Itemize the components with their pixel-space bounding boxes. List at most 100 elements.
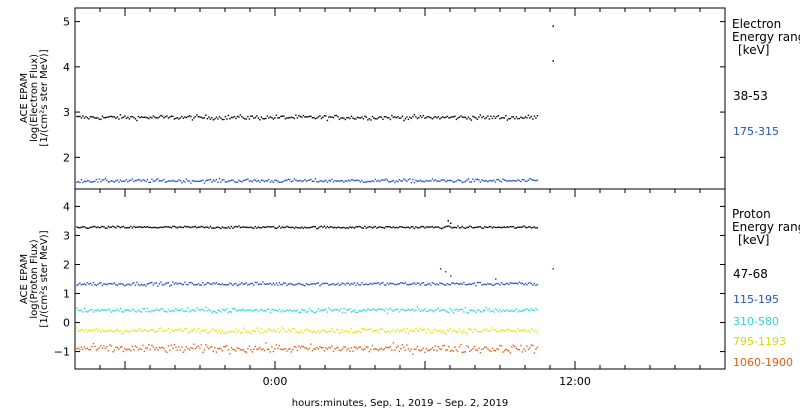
point-38-53 — [77, 116, 80, 118]
point-115-195 — [154, 282, 156, 284]
point-310-580 — [184, 310, 186, 312]
point-115-195 — [496, 282, 498, 285]
point-175-315 — [493, 179, 495, 182]
point-310-580 — [77, 309, 80, 311]
point-310-580 — [397, 308, 399, 311]
point-1060-1900 — [419, 349, 422, 352]
point-795-1193 — [214, 330, 216, 332]
point-795-1193 — [100, 331, 102, 333]
point-47-68 — [416, 226, 419, 229]
point-47-68 — [290, 226, 293, 229]
point-38-53 — [437, 116, 440, 118]
point-115-195 — [151, 281, 153, 284]
point-1060-1900 — [125, 349, 128, 351]
point-795-1193 — [122, 332, 125, 334]
y-tick-label-1-0: 0 — [63, 317, 70, 330]
point-47-68 — [244, 226, 246, 228]
point-47-68 — [514, 227, 516, 229]
point-115-195 — [226, 284, 228, 286]
point-115-195 — [286, 284, 288, 287]
point-795-1193 — [359, 331, 362, 333]
point-1060-1900 — [287, 348, 290, 350]
point-1060-1900 — [386, 347, 389, 349]
point-1060-1900 — [160, 347, 162, 349]
point-115-195 — [451, 282, 453, 284]
point-47-68 — [362, 227, 365, 229]
point-115-195 — [170, 284, 173, 286]
point-310-580 — [91, 309, 93, 311]
point-1060-1900 — [398, 350, 401, 353]
point-175-315 — [215, 178, 218, 181]
point-1060-1900 — [190, 347, 192, 349]
point-1060-1900 — [272, 350, 275, 353]
point-47-68 — [400, 226, 402, 228]
point-47-68 — [103, 226, 105, 228]
point-47-68 — [274, 227, 276, 229]
point-1060-1900 — [442, 345, 444, 347]
point-115-195 — [325, 282, 327, 284]
point-38-53 — [406, 116, 408, 118]
point-38-53 — [173, 118, 176, 120]
point-38-53 — [508, 118, 510, 120]
point-1060-1900 — [355, 346, 357, 349]
point-1060-1900 — [388, 346, 390, 349]
point-310-580 — [530, 308, 533, 310]
point-310-580 — [409, 309, 411, 311]
point-1060-1900 — [277, 347, 279, 350]
point-47-68 — [442, 227, 444, 229]
point-115-195 — [454, 283, 456, 285]
point-47-68 — [157, 227, 159, 229]
point-175-315 — [350, 179, 353, 181]
point-38-53 — [368, 118, 371, 120]
point-115-195 — [329, 284, 332, 286]
point-47-68 — [526, 227, 528, 229]
point-47-68 — [82, 226, 84, 228]
point-175-315 — [248, 180, 251, 182]
point-47-68 — [305, 227, 308, 229]
point-47-68 — [196, 227, 198, 229]
point-1060-1900 — [151, 344, 153, 347]
point-38-53 — [101, 115, 104, 117]
point-47-68 — [95, 226, 98, 229]
point-175-315 — [109, 180, 111, 183]
point-1060-1900 — [260, 349, 263, 351]
point-1060-1900 — [370, 348, 372, 351]
point-38-53 — [182, 117, 185, 119]
point-115-195 — [374, 282, 377, 285]
point-38-53 — [187, 115, 189, 118]
point-795-1193 — [142, 330, 144, 332]
point-795-1193 — [86, 331, 89, 333]
point-47-68 — [532, 226, 534, 229]
point-47-68 — [379, 226, 381, 228]
point-115-195 — [307, 283, 309, 286]
point-1060-1900 — [205, 344, 207, 346]
point-115-195 — [80, 284, 83, 286]
point-38-53 — [232, 116, 234, 119]
point-38-53 — [206, 118, 209, 120]
point-310-580 — [149, 311, 152, 313]
point-115-195 — [101, 284, 104, 287]
point-795-1193 — [515, 331, 518, 333]
point-115-195 — [517, 283, 519, 285]
point-310-580 — [511, 310, 513, 312]
point-175-315 — [155, 179, 158, 181]
point-310-580 — [115, 309, 117, 312]
point-47-68 — [124, 227, 126, 229]
point-38-53 — [236, 115, 239, 118]
point-310-580 — [283, 311, 285, 313]
electron-ylabel-3: [1/(cm²s ster MeV)] — [39, 49, 50, 146]
point-795-1193 — [329, 330, 332, 333]
point-115-195 — [287, 283, 290, 285]
point-38-53 — [91, 116, 93, 118]
point-1060-1900 — [148, 344, 150, 346]
point-47-68 — [218, 226, 221, 229]
point-38-53 — [278, 117, 281, 119]
point-38-53 — [80, 117, 83, 119]
point-115-195 — [292, 283, 294, 286]
point-175-315 — [386, 179, 389, 181]
point-1060-1900 — [257, 348, 260, 350]
spike-38-53 — [552, 25, 554, 27]
point-115-195 — [448, 283, 450, 286]
point-115-195 — [434, 284, 437, 286]
point-795-1193 — [493, 329, 495, 331]
